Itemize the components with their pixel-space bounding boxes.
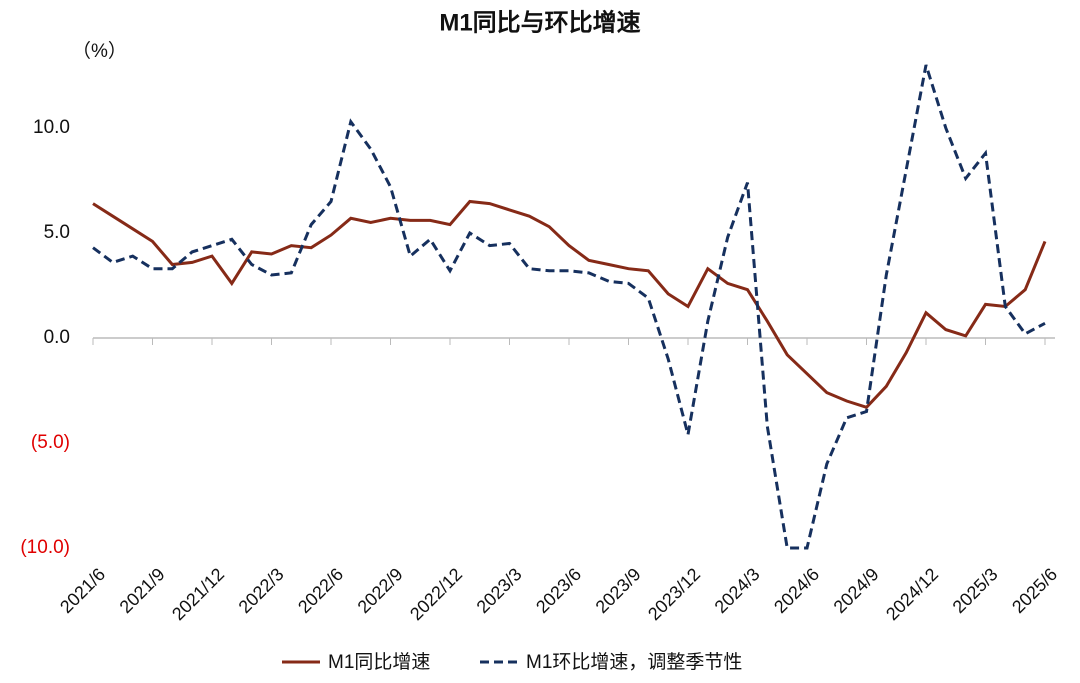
y-unit-label: （%）: [72, 40, 127, 62]
x-tick-label: 2022/3: [235, 564, 288, 617]
x-tick-label: 2022/12: [406, 564, 466, 624]
x-tick-label: 2023/12: [644, 564, 704, 624]
y-tick-label: 10.0: [33, 117, 70, 138]
x-tick-label: 2025/3: [949, 564, 1002, 617]
y-tick-label: (10.0): [20, 537, 70, 558]
x-tick-label: 2021/12: [168, 564, 228, 624]
legend-label: M1环比增速，调整季节性: [526, 651, 742, 673]
line-series: [92, 64, 1046, 550]
chart-title: M1同比与环比增速: [439, 8, 640, 36]
series-group: [92, 199, 1047, 410]
x-tick-label: 2021/9: [116, 564, 169, 617]
y-tick-label: 0.0: [44, 327, 70, 348]
x-tick-label: 2021/6: [56, 564, 109, 617]
series-group: [92, 64, 1046, 550]
y-tick-label: 5.0: [44, 222, 70, 243]
x-tick-label: 2022/9: [354, 564, 407, 617]
x-tick-label: 2024/12: [882, 564, 942, 624]
x-tick-label: 2023/6: [532, 564, 585, 617]
y-tick-label: (5.0): [31, 432, 70, 453]
x-tick-label: 2024/3: [711, 564, 764, 617]
x-tick-label: 2024/6: [770, 564, 823, 617]
legend-label: M1同比增速: [328, 651, 430, 673]
x-tick-label: 2023/3: [473, 564, 526, 617]
x-tick-label: 2025/6: [1008, 564, 1061, 617]
x-tick-label: 2024/9: [830, 564, 883, 617]
x-tick-label: 2023/9: [592, 564, 645, 617]
line-series: [92, 199, 1047, 410]
x-tick-label: 2022/6: [294, 564, 347, 617]
